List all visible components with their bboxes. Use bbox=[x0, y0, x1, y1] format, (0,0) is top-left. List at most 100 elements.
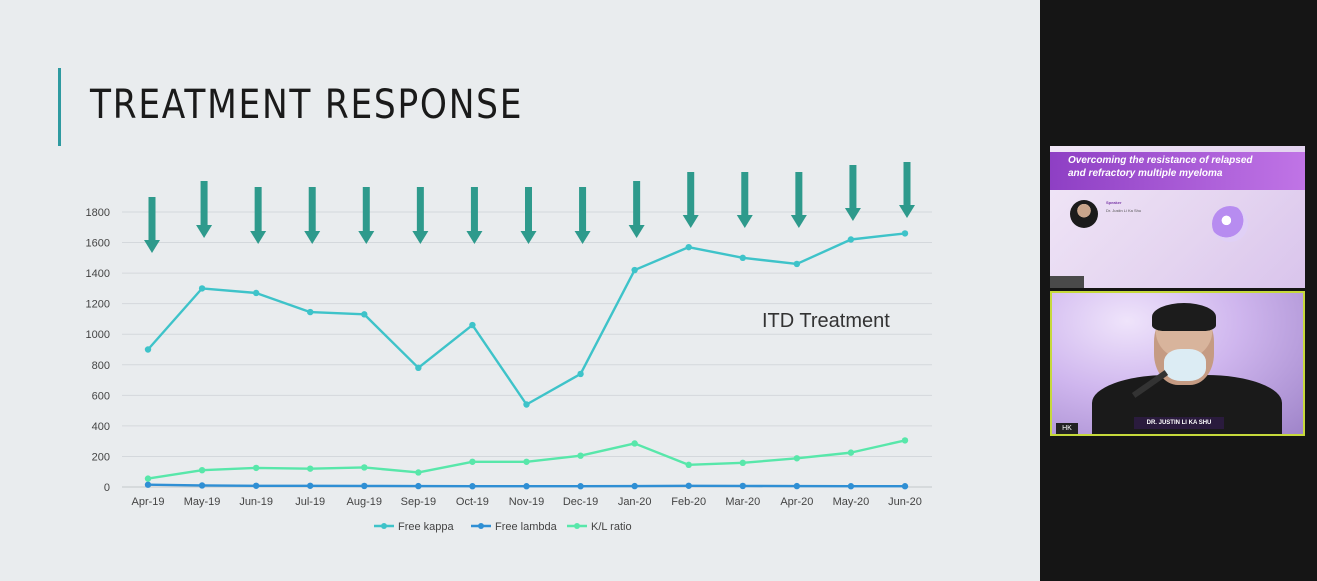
y-tick-label: 1400 bbox=[86, 268, 110, 280]
y-tick-label: 0 bbox=[104, 482, 110, 494]
treatment-arrow-head bbox=[574, 231, 591, 244]
treatment-arrow-shaft bbox=[687, 172, 695, 216]
shared-slide-thumbnail[interactable]: Overcoming the resistance of relapsed an… bbox=[1050, 146, 1305, 288]
free-lambda-point bbox=[415, 482, 422, 490]
treatment-arrow-shaft bbox=[525, 187, 532, 232]
y-tick-label: 1800 bbox=[86, 207, 110, 219]
free-kappa-point bbox=[631, 266, 638, 274]
treatment-arrow-head bbox=[358, 231, 375, 244]
treatment-arrow-shaft bbox=[903, 162, 911, 206]
free-kappa-point bbox=[793, 260, 801, 268]
x-tick-label: May-20 bbox=[833, 496, 870, 508]
k-l-ratio-point bbox=[739, 459, 746, 467]
free-lambda-point bbox=[144, 481, 152, 488]
treatment-arrow-head bbox=[412, 231, 429, 244]
x-tick-label: Aug-19 bbox=[347, 496, 382, 508]
free-lambda-point bbox=[307, 482, 314, 489]
k-l-ratio-point bbox=[631, 440, 638, 447]
k-l-ratio-point bbox=[415, 469, 422, 476]
treatment-arrow-head bbox=[304, 231, 321, 244]
k-l-ratio-point bbox=[307, 465, 314, 472]
treatment-arrow-head bbox=[844, 208, 861, 221]
legend-marker-free-kappa bbox=[381, 523, 387, 529]
treatment-arrow-head bbox=[682, 215, 699, 228]
k-l-ratio-point bbox=[523, 458, 530, 465]
x-tick-label: Apr-20 bbox=[780, 496, 813, 508]
itd-treatment-label: ITD Treatment bbox=[762, 310, 890, 332]
treatment-arrow-shaft bbox=[633, 181, 641, 226]
k-l-ratio-point bbox=[144, 475, 152, 482]
presenter-hair bbox=[1152, 303, 1216, 331]
k-l-ratio-point bbox=[469, 458, 476, 465]
k-l-ratio-point bbox=[793, 455, 801, 462]
x-tick-label: Sep-19 bbox=[401, 496, 436, 508]
legend-marker-k-l-ratio bbox=[574, 523, 580, 529]
thumbnail-title-banner: Overcoming the resistance of relapsed an… bbox=[1050, 152, 1305, 190]
x-tick-label: Jul-19 bbox=[295, 496, 325, 508]
k-l-ratio-point bbox=[361, 464, 368, 471]
treatment-arrow-head bbox=[790, 215, 807, 228]
thumbnail-controls[interactable] bbox=[1050, 276, 1084, 288]
treatment-arrow-head bbox=[466, 231, 483, 244]
treatment-response-chart: 0 200 400 600 800 1000 1200 1400 1600 1800 Apr-19 M… bbox=[86, 162, 932, 533]
free-lambda-point bbox=[685, 482, 692, 489]
x-tick-label: Oct-19 bbox=[456, 496, 489, 508]
free-lambda-point bbox=[469, 483, 476, 490]
free-lambda-point bbox=[577, 483, 584, 490]
legend-marker-free-lambda bbox=[478, 523, 484, 529]
free-lambda-point bbox=[793, 482, 801, 490]
title-accent-bar bbox=[58, 68, 61, 146]
presenter-webcam-feed[interactable]: DR. JUSTIN LI KA SHU HK bbox=[1050, 291, 1305, 436]
legend-label: K/L ratio bbox=[591, 521, 632, 533]
x-tick-label: Jun-20 bbox=[888, 496, 922, 508]
treatment-arrow-head bbox=[899, 205, 915, 218]
free-kappa-point bbox=[523, 401, 530, 408]
free-kappa-point bbox=[577, 370, 584, 378]
treatment-arrow-shaft bbox=[416, 187, 424, 232]
treatment-arrow-shaft bbox=[849, 165, 857, 209]
free-kappa-point bbox=[361, 311, 368, 318]
free-kappa-point bbox=[469, 321, 476, 329]
x-tick-label: Jan-20 bbox=[618, 496, 652, 508]
legend-label: Free lambda bbox=[495, 521, 558, 533]
y-tick-label: 200 bbox=[92, 451, 110, 463]
free-kappa-point bbox=[144, 346, 152, 353]
treatment-arrow-shaft bbox=[470, 187, 478, 232]
k-l-ratio-point bbox=[847, 449, 855, 456]
free-lambda-point bbox=[523, 483, 530, 490]
treatment-arrow-head bbox=[250, 231, 267, 244]
x-tick-label: Nov-19 bbox=[509, 496, 544, 508]
x-tick-label: Jun-19 bbox=[239, 496, 273, 508]
slide-title: TREATMENT RESPONSE bbox=[90, 82, 524, 128]
k-l-ratio-point bbox=[901, 437, 909, 444]
k-l-ratio-point bbox=[685, 461, 692, 469]
free-lambda-point bbox=[901, 483, 909, 490]
thumbnail-title: Overcoming the resistance of relapsed an… bbox=[1068, 155, 1253, 179]
treatment-arrow-shaft bbox=[148, 197, 156, 241]
y-tick-label: 400 bbox=[92, 421, 110, 433]
k-l-ratio-point bbox=[577, 452, 584, 459]
treatment-arrow-shaft bbox=[200, 181, 208, 226]
free-kappa-point bbox=[901, 230, 909, 237]
k-l-ratio-point bbox=[198, 466, 206, 474]
free-lambda-point bbox=[847, 483, 855, 490]
free-lambda-point bbox=[252, 482, 260, 489]
free-kappa-point bbox=[198, 285, 206, 292]
speaker-avatar bbox=[1070, 200, 1098, 228]
cell-illustration bbox=[1212, 206, 1248, 242]
free-kappa-point bbox=[252, 289, 260, 297]
free-lambda-point bbox=[631, 482, 638, 490]
treatment-arrow-head bbox=[196, 225, 213, 238]
y-tick-label: 1000 bbox=[86, 329, 110, 341]
treatment-arrow-shaft bbox=[795, 172, 803, 216]
x-tick-label: Dec-19 bbox=[563, 496, 598, 508]
treatment-arrow-shaft bbox=[254, 187, 262, 232]
treatment-arrow-head bbox=[628, 225, 645, 238]
x-tick-label: May-19 bbox=[184, 496, 221, 508]
k-l-ratio-point bbox=[252, 464, 260, 472]
speaker-label: Speaker bbox=[1106, 200, 1122, 205]
treatment-arrow-shaft bbox=[308, 187, 316, 232]
treatment-arrow-head bbox=[736, 215, 753, 228]
treatment-arrow-shaft bbox=[579, 187, 587, 232]
face-mask bbox=[1164, 349, 1206, 381]
